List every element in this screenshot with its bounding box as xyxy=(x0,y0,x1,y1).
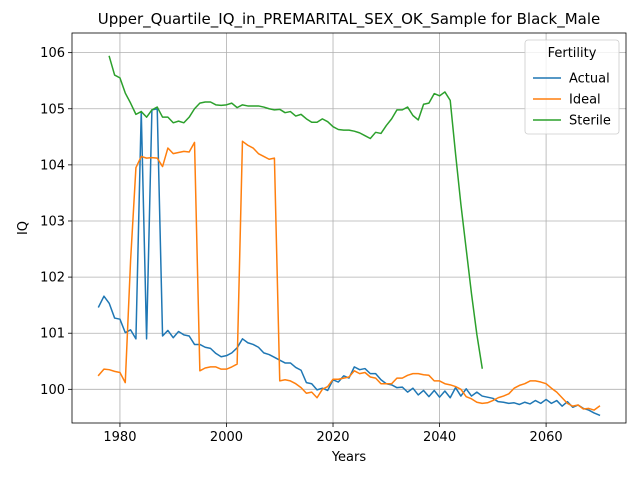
series-line-ideal xyxy=(97,140,601,411)
y-tick-label: 105 xyxy=(40,102,65,117)
legend-entries: Actual Ideal Sterile xyxy=(533,72,611,129)
legend-label-actual: Actual xyxy=(569,72,610,87)
plot-frame xyxy=(71,32,627,424)
x-tick-label: 2020 xyxy=(316,430,349,445)
y-tick-label: 101 xyxy=(40,327,65,342)
axis-ticks: 1980 2000 2020 2040 2060 100 101 102 103 104 105 10… xyxy=(40,46,562,445)
x-tick-label: 2000 xyxy=(210,430,243,445)
legend: Fertility Actual Ideal Sterile xyxy=(524,39,620,135)
legend-box xyxy=(524,39,620,135)
series-line-actual xyxy=(97,108,601,417)
y-tick-label: 103 xyxy=(40,214,65,229)
x-axis-label: Years xyxy=(331,450,367,465)
series-line-sterile xyxy=(108,55,484,369)
y-tick-label: 104 xyxy=(40,158,65,173)
series-lines xyxy=(97,55,601,417)
chart-title: Upper_Quartile_IQ_in_PREMARITAL_SEX_OK_S… xyxy=(98,10,601,29)
y-tick-label: 106 xyxy=(40,46,65,61)
x-tick-label: 1980 xyxy=(103,430,136,445)
x-tick-label: 2060 xyxy=(530,430,563,445)
legend-label-ideal: Ideal xyxy=(569,93,601,108)
y-tick-label: 102 xyxy=(40,271,65,286)
legend-title: Fertility xyxy=(548,46,597,61)
y-tick-label: 100 xyxy=(40,383,65,398)
legend-label-sterile: Sterile xyxy=(569,114,611,129)
x-tick-label: 2040 xyxy=(423,430,456,445)
y-axis-label: IQ xyxy=(16,221,31,235)
